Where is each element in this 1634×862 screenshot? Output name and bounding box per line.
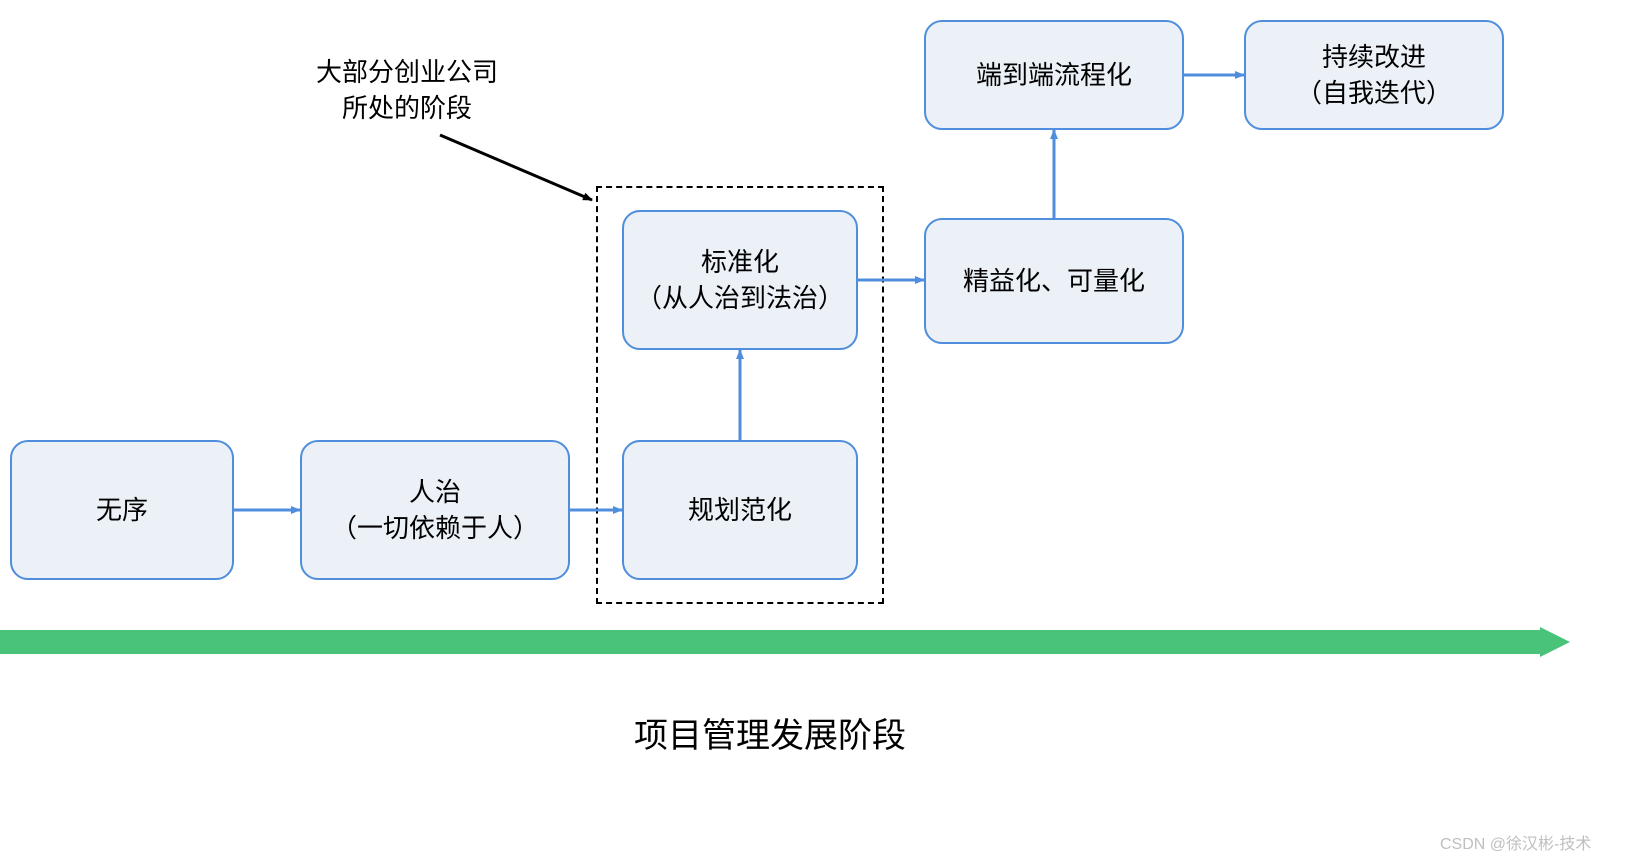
- annotation-line1: 大部分创业公司: [292, 54, 522, 90]
- flow-node-end-to-end: 端到端流程化: [924, 20, 1184, 130]
- caption-text: 项目管理发展阶段: [634, 717, 906, 755]
- diagram-caption: 项目管理发展阶段: [0, 708, 1540, 757]
- annotation-line2: 所处的阶段: [292, 90, 522, 126]
- flow-node-lean-quantifiable: 精益化、可量化: [924, 218, 1184, 344]
- node-label-line1: 持续改进: [1322, 39, 1426, 75]
- node-label-line2: （一切依赖于人）: [331, 510, 539, 546]
- startup-stage-group-box: [596, 186, 884, 604]
- node-label: 端到端流程化: [976, 57, 1132, 93]
- startup-stage-annotation: 大部分创业公司 所处的阶段: [292, 54, 522, 127]
- node-label: 精益化、可量化: [963, 263, 1145, 299]
- node-label-line1: 人治: [409, 474, 461, 510]
- node-label: 无序: [96, 492, 148, 528]
- watermark-text: CSDN @徐汉彬-技术: [1440, 830, 1591, 854]
- node-label-line2: （自我迭代）: [1296, 75, 1452, 111]
- flow-node-continuous-improvement: 持续改进 （自我迭代）: [1244, 20, 1504, 130]
- flow-node-rule-by-man: 人治 （一切依赖于人）: [300, 440, 570, 580]
- flow-node-disorder: 无序: [10, 440, 234, 580]
